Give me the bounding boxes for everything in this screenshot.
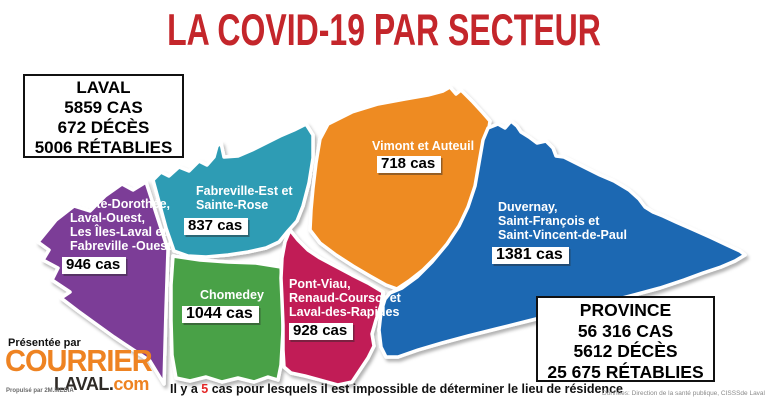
case-count-badge: 946 cas [62, 257, 127, 274]
region-name-line: Saint-François et [498, 214, 600, 228]
presented-by-label: Présentée par [8, 337, 81, 349]
region-name-line: Fabreville -Ouest [70, 239, 172, 253]
region-shape-duvernay [377, 119, 747, 359]
case-count-badge: 1044 cas [182, 306, 259, 323]
region-label-duvernay: Duvernay, Saint-François et Saint-Vincen… [492, 200, 627, 264]
data-source-credit: Données: Direction de la santé publique,… [602, 390, 765, 397]
province-stats-title: PROVINCE [579, 300, 672, 320]
region-name-line: Chomedey [200, 288, 264, 302]
note-suffix: cas pour lesquels il est impossible de d… [208, 382, 623, 396]
region-label-vimont-auteuil: Vimont et Auteuil 718 cas [372, 139, 474, 173]
laval-stats-title: LAVAL [76, 78, 131, 97]
case-count-badge: 928 cas [289, 323, 354, 340]
region-name-line: Laval-des-Rapides [289, 305, 400, 319]
province-cases: 56 316 CAS [577, 320, 674, 341]
province-recovered: 25 675 RÉTABLIES [547, 361, 704, 382]
case-count-badge: 718 cas [377, 156, 442, 173]
courrier-laval-logo: COURRIER [5, 345, 153, 379]
region-label-chomedey: Chomedey 1044 cas [182, 288, 264, 323]
laval-recovered: 5006 RÉTABLIES [34, 138, 173, 157]
laval-stats-box: LAVAL 5859 CAS 672 DÉCÈS 5006 RÉTABLIES [23, 74, 184, 158]
region-name-line: Sainte-Rose [196, 198, 269, 212]
case-count-badge: 837 cas [184, 218, 249, 235]
page-title: LA COVID-19 PAR SECTEUR [167, 6, 601, 56]
province-deaths: 5612 DÉCÈS [573, 341, 678, 361]
logo-subtext: Propulsé par 2M.MEDIA [6, 388, 74, 394]
region-name-line: Fabreville-Est et [196, 184, 293, 198]
region-shape-sainte-dorothee [36, 180, 170, 386]
province-stats-box: PROVINCE 56 316 CAS 5612 DÉCÈS 25 675 RÉ… [536, 296, 715, 382]
region-name-line: Laval-Ouest, [70, 211, 146, 225]
residence-note: Il y a 5 cas pour lesquels il est imposs… [170, 382, 623, 396]
region-name-line: Vimont et Auteuil [372, 139, 475, 153]
region-name-line: Saint-Vincent-de-Paul [498, 228, 627, 242]
logo-laval-text: LAVAL. [54, 374, 114, 394]
laval-cases: 5859 CAS [64, 98, 143, 117]
region-name-line: Duvernay, [498, 200, 558, 214]
case-count-badge: 1381 cas [492, 247, 569, 264]
region-label-fabreville-est: Fabreville-Est et Sainte-Rose 837 cas [184, 184, 293, 235]
region-label-sainte-dorothee: Sainte-Dorothée, Laval-Ouest, Les Îles-L… [62, 197, 172, 274]
laval-com-logo: LAVAL.com [54, 374, 149, 395]
note-number: 5 [201, 382, 209, 396]
logo-com-text: com [113, 374, 149, 394]
laval-deaths: 672 DÉCÈS [57, 118, 150, 137]
note-prefix: Il y a [170, 382, 202, 396]
region-name-line: Sainte-Dorothée, [70, 197, 171, 211]
region-shape-pont-viau [279, 228, 385, 387]
region-name-line: Les Îles-Laval et [70, 225, 167, 239]
region-label-pont-viau: Pont-Viau, Renaud-Coursol et Laval-des-R… [289, 277, 401, 340]
region-name-line: Pont-Viau, [289, 277, 351, 291]
region-name-line: Renaud-Coursol et [289, 291, 401, 305]
